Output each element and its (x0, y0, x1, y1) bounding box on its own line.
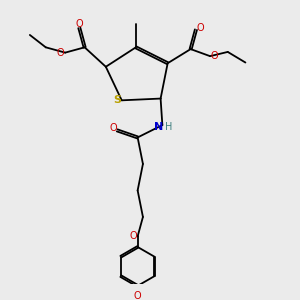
Text: O: O (109, 122, 117, 133)
Text: O: O (211, 51, 218, 61)
Text: O: O (130, 231, 137, 242)
Text: O: O (57, 48, 64, 58)
Text: S: S (113, 95, 121, 105)
Text: H: H (165, 122, 172, 132)
Text: O: O (196, 23, 204, 33)
Text: O: O (76, 19, 83, 29)
Text: N: N (154, 122, 164, 132)
Text: O: O (134, 291, 141, 300)
